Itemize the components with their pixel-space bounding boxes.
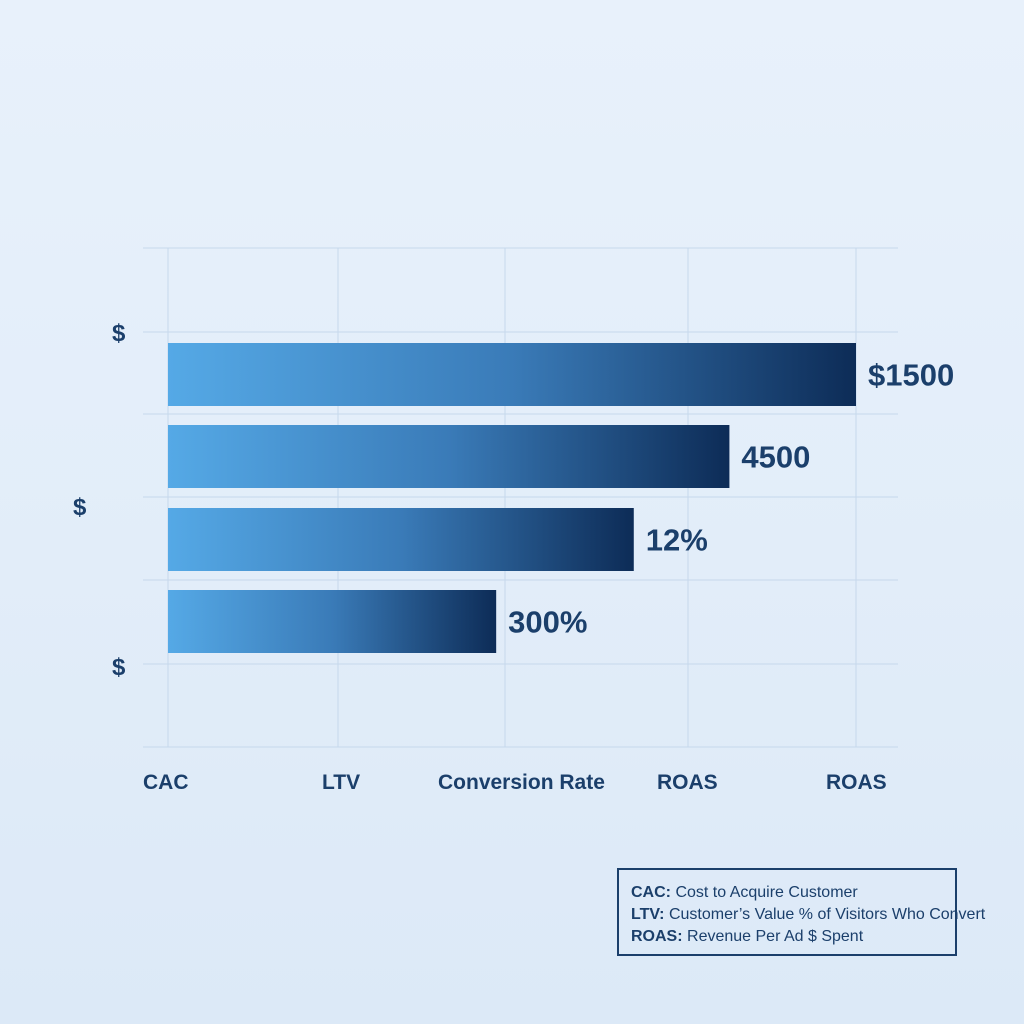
bar bbox=[168, 508, 634, 571]
legend-entry-ltv: LTV: Customer’s Value % of Visitors Who … bbox=[631, 904, 985, 926]
x-category-label: Conversion Rate bbox=[438, 771, 605, 794]
legend-entry-cac: CAC: Cost to Acquire Customer bbox=[631, 882, 955, 904]
legend-text: Customer’s Value % of Visitors Who Conve… bbox=[668, 906, 986, 923]
x-category-label: ROAS bbox=[657, 771, 718, 794]
legend-text: Revenue Per Ad $ Spent bbox=[687, 928, 864, 945]
legend-text: Cost to Acquire Customer bbox=[675, 884, 858, 901]
y-tick-labels: $ $ $ bbox=[73, 320, 126, 681]
legend-entry-roas: ROAS: Revenue Per Ad $ Spent bbox=[631, 926, 955, 948]
y-tick-label: $ bbox=[73, 494, 87, 521]
bar-value-label: $1500 bbox=[868, 358, 954, 393]
legend-key: ROAS: bbox=[631, 928, 683, 945]
bar-value-label: 12% bbox=[646, 523, 708, 558]
bar-value-label: 300% bbox=[508, 605, 587, 640]
bar bbox=[168, 343, 856, 406]
legend-key: LTV: bbox=[631, 906, 665, 923]
x-category-label: LTV bbox=[322, 771, 360, 794]
legend-key: CAC: bbox=[631, 884, 671, 901]
grid-lines bbox=[143, 247, 898, 748]
bar bbox=[168, 425, 730, 488]
bar-value-label: 4500 bbox=[741, 440, 810, 475]
y-tick-label: $ bbox=[112, 320, 126, 347]
legend-box: CAC: Cost to Acquire Customer LTV: Custo… bbox=[617, 868, 985, 956]
x-category-label: CAC bbox=[143, 771, 189, 794]
y-tick-label: $ bbox=[112, 654, 126, 681]
bar bbox=[168, 590, 497, 653]
bars-group bbox=[168, 343, 856, 653]
x-category-labels: CAC LTV Conversion Rate ROAS ROAS bbox=[143, 771, 887, 794]
bar-value-labels: $1500 4500 12% 300% bbox=[508, 358, 954, 640]
x-category-label: ROAS bbox=[826, 771, 887, 794]
